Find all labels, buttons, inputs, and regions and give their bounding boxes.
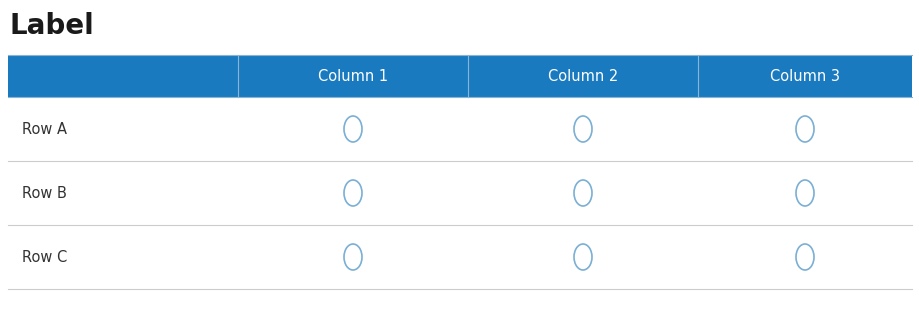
Text: Column 2: Column 2 [548,69,618,83]
Ellipse shape [795,180,813,206]
Ellipse shape [344,244,361,270]
Ellipse shape [573,244,591,270]
Text: Label: Label [10,12,95,40]
Text: Column 3: Column 3 [769,69,839,83]
FancyBboxPatch shape [8,55,911,97]
Text: Row A: Row A [22,121,67,137]
Ellipse shape [573,180,591,206]
Ellipse shape [344,116,361,142]
Ellipse shape [795,116,813,142]
Ellipse shape [795,244,813,270]
Text: Column 1: Column 1 [318,69,388,83]
Text: Row B: Row B [22,185,67,201]
Text: Row C: Row C [22,250,67,264]
Ellipse shape [344,180,361,206]
Ellipse shape [573,116,591,142]
